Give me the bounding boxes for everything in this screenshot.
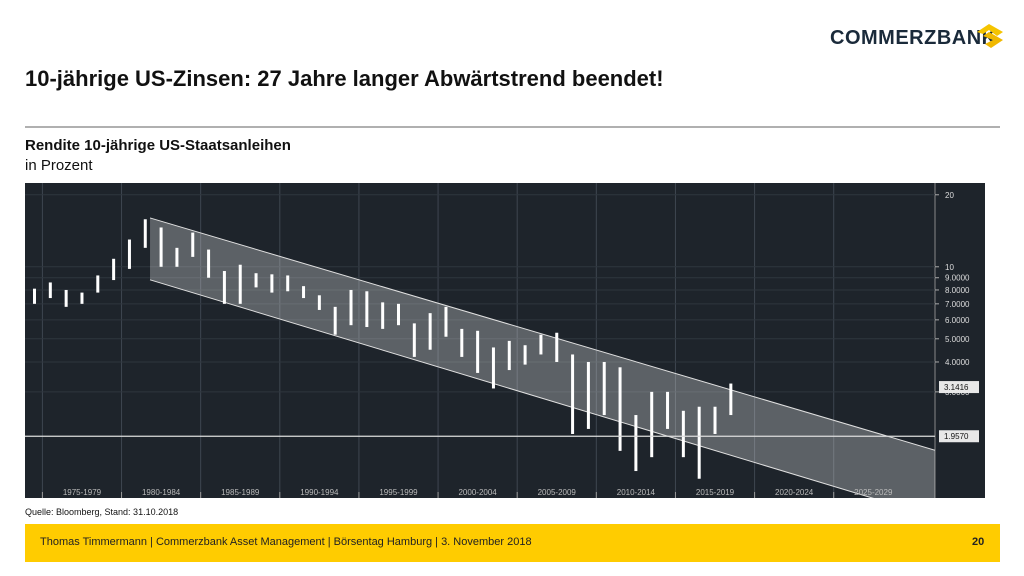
logo-icon [977,24,1003,48]
trend-channel [150,217,935,498]
range-bar [666,391,670,429]
y-tick-label: 4.0000 [945,358,970,367]
y-tick-label: 8.0000 [945,286,970,295]
range-bar [571,354,575,434]
footer-text: Thomas Timmermann | Commerzbank Asset Ma… [40,536,532,548]
range-bar [428,313,432,350]
range-bar [507,340,511,371]
plot-area [25,183,935,498]
range-bar [491,347,495,389]
x-tick-label: 2005-2009 [538,488,577,497]
range-bar [381,302,385,329]
range-bar [396,303,400,326]
range-bar [523,345,527,365]
reference-label: 1.9570 [944,432,969,441]
range-bar [460,328,464,357]
x-tick-label: 2010-2014 [617,488,656,497]
range-bar [254,273,258,288]
trend-line [149,279,875,498]
range-bar [349,289,353,326]
range-bar [159,227,163,267]
title: 10-jährige US-Zinsen: 27 Jahre langer Ab… [25,66,664,91]
range-bar [476,330,480,373]
range-bar [333,306,337,335]
trend-line [149,217,935,451]
y-tick-label: 10 [945,263,954,272]
range-bar [191,232,195,257]
range-bar [48,282,52,299]
range-bar [555,332,559,362]
chart-background [25,183,985,498]
reference-tag [939,430,979,443]
range-bar [270,274,274,293]
x-tick-label: 1975-1979 [63,488,102,497]
range-bar [32,288,36,304]
range-bar [444,306,448,337]
x-tick-label: 1985-1989 [221,488,260,497]
x-tick-label: 1990-1994 [300,488,339,497]
divider [25,126,1000,128]
source: Quelle: Bloomberg, Stand: 31.10.2018 [25,507,179,517]
range-bar [127,239,131,269]
range-bar [650,391,654,458]
range-bar [175,247,179,267]
y-tick-label: 5.0000 [945,335,970,344]
range-bar [64,289,68,307]
range-bar [96,275,100,293]
footer-bar [25,524,1000,562]
range-bar [238,264,242,304]
range-bar [586,361,590,429]
x-tick-label: 1980-1984 [142,488,181,497]
range-bar [222,271,226,304]
last-value-tag [939,381,979,394]
y-tick-label: 6.0000 [945,316,970,325]
range-bar [80,292,84,304]
x-tick-label: 1995-1999 [379,488,418,497]
y-tick-label: 7.0000 [945,300,970,309]
range-bar [302,286,306,299]
range-bar [602,361,606,416]
range-bar [207,249,211,278]
subtitle: Rendite 10-jährige US-Staatsanleihen [25,137,291,154]
unit: in Prozent [25,157,93,174]
range-bar [286,275,290,292]
range-bar [365,291,369,328]
range-bar [713,406,717,434]
range-bar [697,406,701,479]
range-bar [412,323,416,357]
logo-text: COMMERZBANK [830,27,997,49]
range-bar [143,219,147,248]
page-number: 20 [972,536,985,548]
range-bar [634,415,638,472]
x-tick-label: 2015-2019 [696,488,735,497]
range-bar [317,295,321,310]
range-bar [539,334,543,355]
x-tick-label: 2025-2029 [854,488,893,497]
y-tick-label: 9.0000 [945,274,970,283]
last-value-label: 3.1416 [944,383,969,392]
range-bar [618,367,622,451]
x-tick-label: 2000-2004 [458,488,497,497]
y-tick-label: 20 [945,191,954,200]
range-bar [681,410,685,458]
x-tick-label: 2020-2024 [775,488,814,497]
range-bar [112,258,116,281]
range-bar [729,383,733,416]
